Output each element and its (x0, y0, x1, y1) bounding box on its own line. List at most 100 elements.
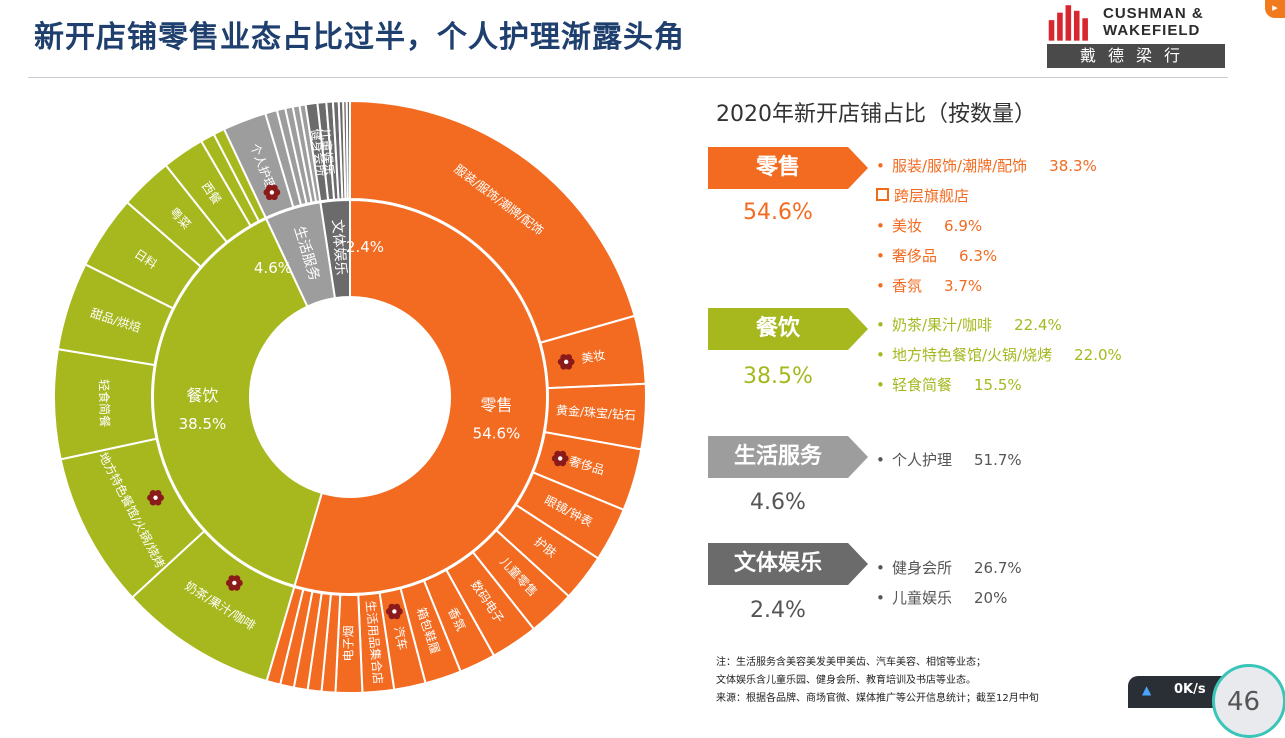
inner-segment-name: 餐饮 (186, 386, 218, 405)
outer-ring-segment (349, 99, 636, 344)
category-tag-life: 生活服务 (708, 436, 870, 478)
category-items: • 个人护理 51.7% (876, 445, 1022, 475)
category-name: 零售 (755, 155, 800, 180)
outer-segment-label: 健身会所 (308, 128, 329, 178)
flower-icon (147, 490, 164, 506)
outer-segment-label: 儿童娱乐 (318, 127, 338, 176)
category-percent: 54.6% (743, 200, 813, 225)
item-label: 香氛 (892, 277, 923, 295)
flower-icon (557, 354, 575, 370)
item-value: 6.3% (959, 247, 998, 265)
inner-ring-segment (319, 198, 351, 300)
category-name: 餐饮 (755, 316, 800, 341)
category-percent: 38.5% (743, 364, 813, 389)
category-item: • 个人护理 51.7% (876, 445, 1022, 475)
category-tag-retail: 零售 (708, 147, 870, 189)
company-logo-icon (1048, 5, 1088, 41)
inner-segment-value: 38.5% (179, 415, 227, 433)
category-item: • 轻食简餐 15.5% (876, 370, 1122, 400)
category-name: 生活服务 (733, 444, 822, 469)
category-percent: 4.6% (750, 490, 806, 515)
category-item: • 服装/服饰/潮牌/配饰 38.3% (876, 151, 1097, 181)
inner-segment-name: 零售 (480, 396, 512, 415)
item-value: 20% (974, 589, 1008, 607)
item-label: 地方特色餐馆/火锅/烧烤 (892, 346, 1053, 364)
category-items: • 奶茶/果汁/咖啡 22.4% • 地方特色餐馆/火锅/烧烤 22.0% • 轻食简餐 15.… (876, 310, 1122, 400)
item-label: 健身会所 (892, 559, 953, 577)
item-value: 26.7% (974, 559, 1022, 577)
item-label: 服装/服饰/潮牌/配饰 (892, 157, 1028, 175)
item-value: 22.4% (1014, 316, 1062, 334)
network-speed: 0K/s (1174, 682, 1206, 697)
category-item: • 奶茶/果汁/咖啡 22.4% (876, 310, 1122, 340)
bullet-icon: • (876, 217, 885, 235)
inner-segment-value: 4.6% (254, 259, 292, 277)
outer-segment-label: 电子烟 (342, 625, 356, 661)
outer-segment-label: 美妆 (580, 348, 606, 366)
network-gauge[interactable]: 46 (1212, 664, 1285, 738)
bullet-icon: • (876, 157, 885, 175)
footnote-line: 注：生活服务含美容美发美甲美齿、汽车美容、相馆等业态； (716, 657, 986, 668)
category-items: • 服装/服饰/潮牌/配饰 38.3% 跨层旗舰店 • 美妆 6.9% • 奢侈品 6.3% • 香氛… (876, 151, 1097, 301)
bullet-icon: • (876, 559, 885, 577)
category-name: 文体娱乐 (733, 551, 822, 576)
item-label: 儿童娱乐 (892, 589, 953, 607)
outer-segment-label: 轻食简餐 (96, 379, 112, 427)
flower-icon (225, 575, 243, 591)
item-value: 51.7% (974, 451, 1022, 469)
bullet-icon: • (876, 376, 885, 394)
category-item: • 美妆 6.9% (876, 211, 1097, 241)
footnote-line: 来源：根据各品牌、商场官微、媒体推广等公开信息统计；截至12月中旬 (716, 693, 1039, 704)
item-value: 6.9% (944, 217, 983, 235)
panel-title: 2020年新开店铺占比（按数量） (716, 102, 1036, 127)
item-label: 个人护理 (892, 451, 953, 469)
square-bullet-icon (876, 188, 889, 201)
corner-tab-icon[interactable]: ▸ (1265, 0, 1285, 18)
logo-text-cn: 戴德梁行 (1047, 44, 1225, 68)
flower-icon (263, 184, 281, 201)
sunburst-chart: 服装/服饰/潮牌/配饰美妆黄金/珠宝/钻石奢侈品眼镜/钟表护肤儿童零售数码电子香… (53, 99, 648, 694)
category-item: • 健身会所 26.7% (876, 553, 1022, 583)
item-label: 美妆 (892, 217, 923, 235)
page-title: 新开店铺零售业态占比过半，个人护理渐露头角 (34, 20, 685, 55)
inner-segment-value: 2.4% (346, 238, 384, 256)
category-tag-culture: 文体娱乐 (708, 543, 870, 585)
footnote-line: 文体娱乐含儿童乐园、健身会所、教育培训及书店等业态。 (716, 675, 976, 686)
logo-en-line1: CUSHMAN & (1103, 5, 1204, 22)
category-percent: 2.4% (750, 598, 806, 623)
item-value: 22.0% (1074, 346, 1122, 364)
logo-text-en: CUSHMAN & WAKEFIELD (1103, 5, 1204, 39)
item-label: 奢侈品 (892, 247, 938, 265)
category-item: • 地方特色餐馆/火锅/烧烤 22.0% (876, 340, 1122, 370)
outer-segment-label: 黄金/珠宝/钻石 (556, 402, 637, 422)
bullet-icon: • (876, 316, 885, 334)
outer-ring-segment (345, 99, 351, 201)
category-item: • 奢侈品 6.3% (876, 241, 1097, 271)
bullet-icon: • (876, 589, 885, 607)
outer-segment-label: 汽车 (391, 625, 411, 652)
upload-arrow-icon: ▲ (1142, 683, 1152, 697)
category-item: • 儿童娱乐 20% (876, 583, 1022, 613)
title-divider (28, 77, 1228, 78)
bullet-icon: • (876, 451, 885, 469)
footnote: 注：生活服务含美容美发美甲美齿、汽车美容、相馆等业态； 文体娱乐含儿童乐园、健身… (716, 654, 1039, 708)
flower-icon (551, 450, 569, 467)
item-value: 15.5% (974, 376, 1022, 394)
bullet-icon: • (876, 247, 885, 265)
flower-icon (385, 603, 403, 620)
item-value: 3.7% (944, 277, 983, 295)
item-label: 跨层旗舰店 (894, 187, 970, 205)
category-item: • 香氛 3.7% (876, 271, 1097, 301)
category-item: 跨层旗舰店 (876, 181, 1097, 211)
gauge-number: 46 (1227, 687, 1261, 717)
item-label: 轻食简餐 (892, 376, 953, 394)
category-items: • 健身会所 26.7% • 儿童娱乐 20% (876, 553, 1022, 613)
bullet-icon: • (876, 346, 885, 364)
inner-segment-value: 54.6% (473, 425, 521, 443)
logo-en-line2: WAKEFIELD (1103, 22, 1201, 39)
bullet-icon: • (876, 277, 885, 295)
category-tag-dining: 餐饮 (708, 308, 870, 350)
item-label: 奶茶/果汁/咖啡 (892, 316, 993, 334)
item-value: 38.3% (1049, 157, 1097, 175)
inner-segment-name: 文体娱乐 (329, 219, 349, 276)
